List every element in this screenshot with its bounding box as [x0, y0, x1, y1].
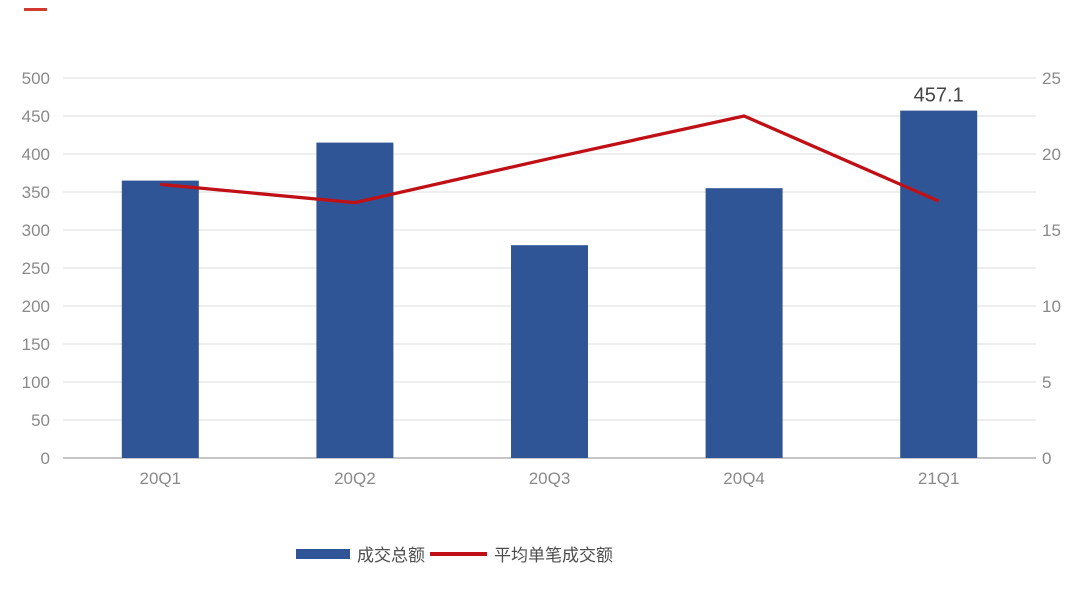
y-axis-left-tick-label: 250	[22, 259, 50, 278]
y-axis-left-tick-label: 50	[31, 411, 50, 430]
x-axis-label-21Q1: 21Q1	[918, 469, 960, 488]
x-axis-label-20Q4: 20Q4	[723, 469, 765, 488]
combo-chart: 0 50 100 150 200 250 300 350 400 450 500 0 5 10 15 20 25…	[22, 69, 1061, 488]
y-axis-right-tick-label: 15	[1042, 221, 1061, 240]
legend-bar-label: 成交总额	[357, 546, 425, 565]
y-axis-left-tick-label: 150	[22, 335, 50, 354]
y-axis-right-tick-label: 0	[1042, 449, 1051, 468]
x-axis-label-20Q1: 20Q1	[140, 469, 182, 488]
y-axis-left-tick-label: 100	[22, 373, 50, 392]
y-axis-right-tick-label: 5	[1042, 373, 1051, 392]
bar-20Q3	[511, 245, 588, 458]
chart-legend: 成交总额 平均单笔成交额	[296, 541, 613, 566]
y-axis-right-tick-label: 20	[1042, 145, 1061, 164]
y-axis-right-tick-label: 25	[1042, 69, 1061, 88]
x-axis-label-20Q3: 20Q3	[529, 469, 571, 488]
y-axis-left-tick-label: 400	[22, 145, 50, 164]
legend-line-swatch-icon	[430, 551, 487, 556]
y-axis-left-tick-label: 350	[22, 183, 50, 202]
bar-21Q1	[900, 110, 978, 458]
bar-20Q1	[121, 180, 199, 458]
x-axis-label-20Q2: 20Q2	[334, 469, 376, 488]
y-axis-left-tick-label: 300	[22, 221, 50, 240]
y-axis-left-tick-label: 200	[22, 297, 50, 316]
red-dash-mark	[24, 8, 47, 11]
legend-bar-swatch-icon	[296, 548, 350, 559]
bar-20Q2	[316, 142, 394, 458]
bar-20Q4	[705, 188, 783, 458]
legend-line-label: 平均单笔成交额	[494, 546, 613, 565]
y-axis-right-tick-label: 10	[1042, 297, 1061, 316]
line-series	[160, 114, 940, 205]
y-axis-left-tick-label: 450	[22, 107, 50, 126]
y-axis-left-tick-label: 500	[22, 69, 50, 88]
y-axis-left-tick-label: 0	[41, 449, 50, 468]
data-label: 457.1	[914, 85, 964, 107]
